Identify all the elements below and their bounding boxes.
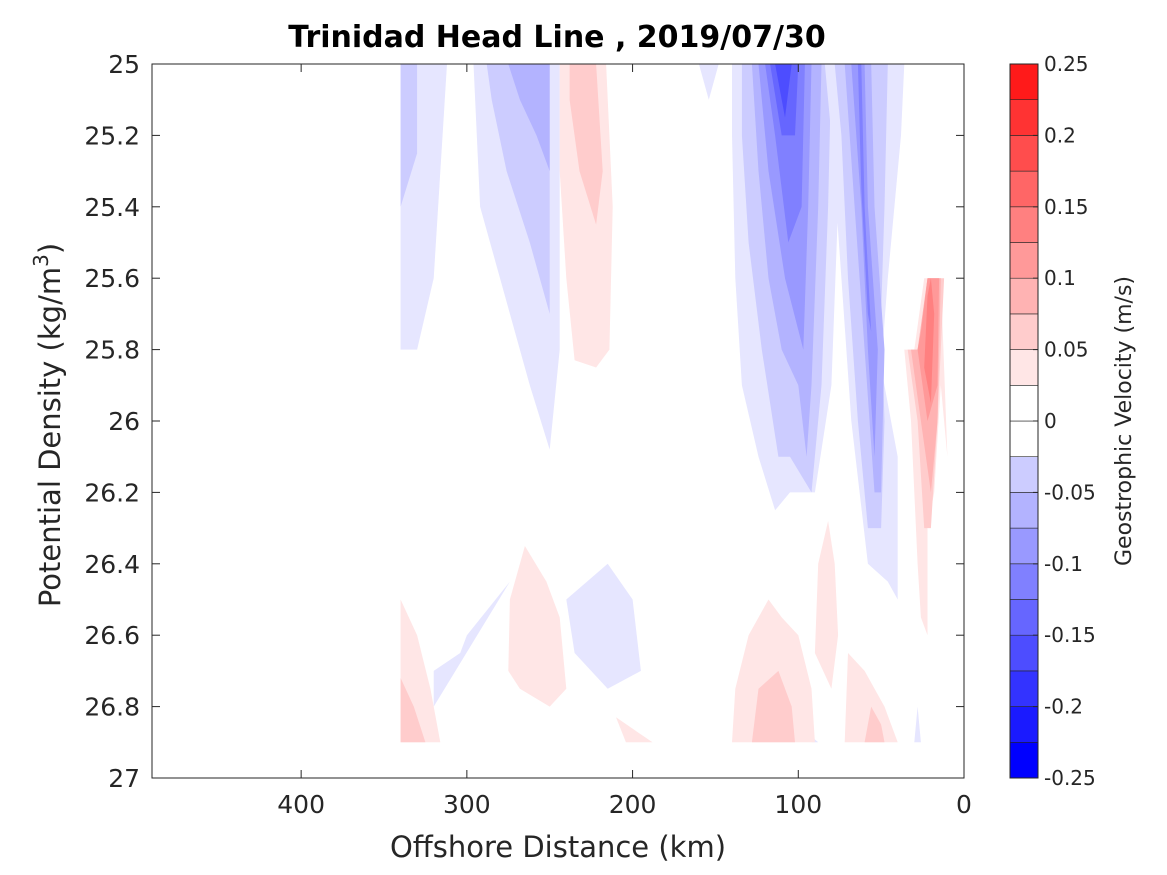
colorbar-tick-label: -0.1 [1044, 552, 1083, 576]
contour-region [400, 64, 418, 207]
contour-region [698, 64, 719, 100]
colorbar-tick-label: -0.15 [1044, 623, 1096, 647]
contour-region [433, 581, 510, 707]
colorbar-band [1009, 349, 1039, 386]
plot-area: 400 300 200 100 0 25 25.2 25.4 25.6 25.8 26 26.2 26… [84, 50, 972, 819]
contour-region [814, 521, 839, 689]
x-tick-label: 0 [956, 790, 972, 819]
contour-region [924, 278, 935, 404]
colorbar-tick-label: 0.1 [1044, 266, 1076, 290]
colorbar: 0.25 0.2 0.15 0.1 0.05 0 -0.05 -0.1 -0.15 -0.2 -0.… [1009, 52, 1096, 790]
colorbar-band [1009, 242, 1039, 279]
contour-region [775, 64, 792, 118]
y-ticks: 25 25.2 25.4 25.6 25.8 26 26.2 26.4 26.6 26.8 27 [84, 50, 964, 793]
contour-region [851, 64, 878, 457]
colorbar-band [1009, 741, 1039, 779]
y-tick-label: 26.8 [84, 693, 140, 722]
contour-region [732, 599, 815, 743]
chart-title: Trinidad Head Line , 2019/07/30 [288, 20, 825, 55]
y-tick-label: 25.2 [84, 121, 140, 150]
colorbar-tick-label: 0.2 [1044, 123, 1076, 147]
colorbar-band [1009, 634, 1039, 672]
contour-region [508, 64, 550, 172]
contour-region [508, 546, 567, 707]
colorbar-tick-label: -0.2 [1044, 695, 1083, 719]
y-tick-label: 25.4 [84, 193, 140, 222]
contour-region [400, 678, 426, 743]
y-tick-label: 25.6 [84, 264, 140, 293]
colorbar-tick-label: 0.15 [1044, 195, 1089, 219]
contour-region [616, 717, 653, 743]
y-axis-label-superscript: 3 [29, 254, 53, 267]
colorbar-band [1009, 492, 1039, 529]
contour-region [844, 653, 898, 743]
y-tick-label: 26 [108, 407, 140, 436]
y-tick-label: 26.4 [84, 550, 140, 579]
x-ticks: 400 300 200 100 0 [277, 64, 972, 819]
colorbar-label: Geostrophic Velocity (m/s) [1112, 276, 1137, 566]
colorbar-tick-label: 0 [1044, 409, 1057, 433]
colorbar-band [1009, 456, 1039, 493]
contour-region [569, 64, 603, 225]
colorbar-band [1009, 63, 1039, 101]
colorbar-band [1009, 420, 1039, 458]
y-tick-label: 26.2 [84, 478, 140, 507]
contour-fills [400, 64, 948, 743]
x-axis-label: Offshore Distance (km) [390, 830, 726, 864]
colorbar-band [1009, 563, 1039, 600]
contour-region [751, 670, 795, 743]
contour-region [914, 706, 921, 743]
colorbar-band [1009, 670, 1039, 707]
y-tick-label: 25.8 [84, 336, 140, 365]
y-axis-label: Potential Density (kg/m3) [29, 243, 67, 607]
y-tick-label: 25 [108, 50, 140, 79]
colorbar-band [1009, 135, 1039, 172]
y-tick-label: 27 [108, 764, 140, 793]
y-axis-label-close: ) [33, 243, 67, 254]
colorbar-band [1009, 527, 1039, 565]
contour-region [864, 706, 885, 743]
contour-region [566, 563, 641, 689]
colorbar-band [1009, 706, 1039, 743]
colorbar-band [1009, 99, 1039, 136]
colorbar-band [1009, 206, 1039, 243]
contour-region [857, 64, 872, 332]
y-tick-label: 26.6 [84, 621, 140, 650]
colorbar-band [1009, 313, 1039, 350]
x-tick-label: 400 [277, 790, 325, 819]
x-tick-label: 100 [774, 790, 822, 819]
colorbar-band [1009, 170, 1039, 208]
colorbar-tick-label: 0.25 [1044, 52, 1089, 76]
colorbar-tick-label: -0.05 [1044, 480, 1096, 504]
y-axis-label-main: Potential Density (kg/m [33, 267, 67, 607]
colorbar-tick-label: 0.05 [1044, 338, 1089, 362]
colorbar-tick-label: -0.25 [1044, 766, 1096, 790]
colorbar-band [1009, 277, 1039, 315]
plot-frame [151, 63, 965, 779]
x-tick-label: 300 [443, 790, 491, 819]
colorbar-band [1009, 599, 1039, 636]
colorbar-band [1009, 384, 1039, 422]
x-tick-label: 200 [609, 790, 657, 819]
